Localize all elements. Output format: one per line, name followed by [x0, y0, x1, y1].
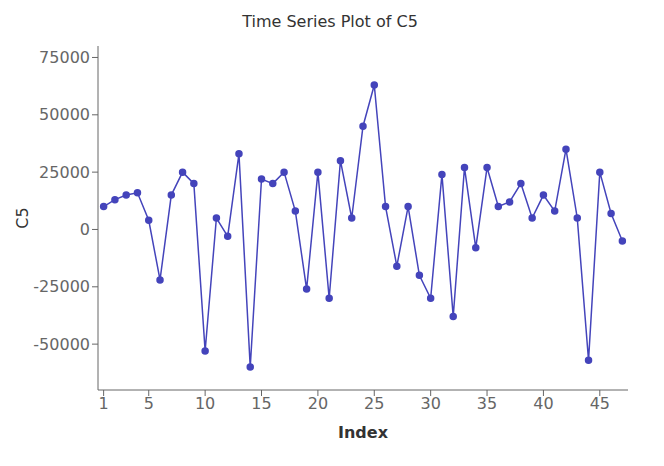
svg-text:C5: C5 — [13, 207, 32, 228]
svg-text:0: 0 — [80, 220, 90, 239]
svg-text:-50000: -50000 — [33, 335, 90, 354]
svg-text:50000: 50000 — [39, 105, 90, 124]
svg-text:45: 45 — [590, 394, 610, 413]
svg-text:1: 1 — [99, 394, 109, 413]
svg-text:75000: 75000 — [39, 48, 90, 67]
svg-text:Index: Index — [338, 423, 389, 442]
svg-text:25000: 25000 — [39, 163, 90, 182]
svg-text:5: 5 — [144, 394, 154, 413]
svg-text:-25000: -25000 — [33, 277, 90, 296]
svg-text:30: 30 — [420, 394, 440, 413]
svg-text:20: 20 — [308, 394, 328, 413]
svg-text:15: 15 — [251, 394, 271, 413]
svg-text:40: 40 — [533, 394, 553, 413]
svg-text:25: 25 — [364, 394, 384, 413]
html-text:Time Series Plot of C5: Time Series Plot of C5 — [242, 12, 418, 31]
svg-text:35: 35 — [477, 394, 497, 413]
svg-text:10: 10 — [195, 394, 215, 413]
